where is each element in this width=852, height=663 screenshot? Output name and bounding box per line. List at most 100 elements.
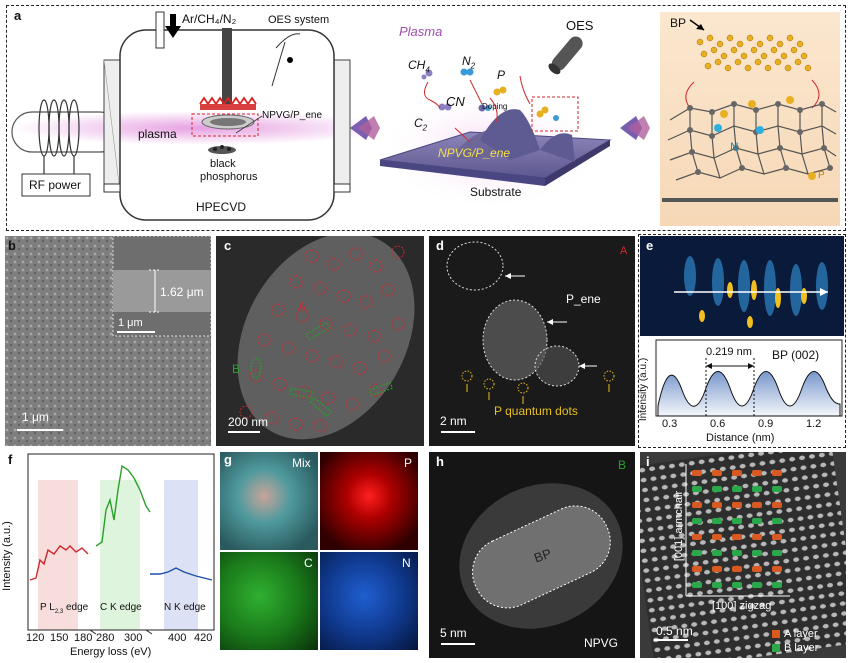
f-xtick-2: 150 — [50, 632, 69, 644]
e-xtick-2: 0.6 — [710, 418, 726, 430]
bp002-label: BP (002) — [772, 348, 820, 362]
eds-p-map — [320, 452, 418, 550]
f-xtick-1: 120 — [26, 632, 45, 644]
inset-scale: 1 μm — [118, 317, 143, 329]
panel-i-haadf — [640, 452, 846, 658]
oes-label: OES — [566, 18, 594, 33]
n-edge-label: N K edge — [164, 602, 206, 613]
panel-label-d: d — [436, 238, 444, 253]
scale-b: 1 μm — [22, 410, 49, 424]
eds-n-map — [320, 552, 418, 650]
intensity-profile — [655, 339, 843, 417]
e-xtick-3: 0.9 — [758, 418, 774, 430]
black-phosphorus-label-1: black — [210, 158, 236, 170]
rf-power-box — [21, 173, 91, 197]
c-label-a: A — [298, 300, 307, 314]
oes-system-label: OES system — [268, 14, 330, 26]
stem-overlay — [228, 236, 415, 440]
mid-plasma-label: Plasma — [399, 24, 443, 39]
plasma-glow — [10, 111, 390, 145]
panel-label-b: b — [8, 238, 16, 253]
panel-label-f: f — [8, 452, 13, 467]
scale-c: 200 nm — [228, 415, 269, 429]
p-edge-tail: edge — [63, 602, 89, 613]
reactor-schematic — [10, 11, 840, 226]
h-label-b: B — [618, 458, 627, 472]
g-mix-label: Mix — [292, 456, 311, 470]
c-edge-label: C K edge — [100, 602, 142, 613]
panel-label-h: h — [436, 454, 444, 469]
zigzag-label: [100] zigzag — [712, 600, 772, 612]
g-n-label: N — [402, 556, 411, 570]
e-xtick-4: 1.2 — [806, 418, 822, 430]
graphene-layer — [667, 103, 837, 181]
inset-thickness: 1.62 μm — [160, 285, 204, 299]
bp-label: BP — [670, 16, 687, 30]
spacing-label: 0.219 nm — [706, 346, 752, 358]
e-ylabel: Intensity (a.u.) — [638, 357, 650, 422]
n2-label: N2 — [462, 54, 475, 70]
bp-flake-overlay — [441, 483, 623, 645]
sample-label: NPVG/P_ene — [262, 110, 323, 121]
rf-power-label: RF power — [29, 178, 82, 192]
f-xtick-7: 420 — [194, 632, 213, 644]
panel-label-a: a — [14, 8, 22, 23]
d-label-a: A — [620, 245, 628, 257]
eds-c-map — [220, 552, 318, 650]
panel-label-g: g — [224, 452, 232, 467]
f-xtick-3: 180 — [74, 632, 93, 644]
panel-a — [6, 5, 846, 231]
plasma-label: plasma — [138, 127, 177, 141]
p-ene-label: P_ene — [566, 292, 601, 306]
panel-b-sem — [5, 236, 211, 446]
p-atom-label: P — [818, 170, 825, 181]
oes-probe — [548, 36, 583, 75]
qd-label: P quantum dots — [494, 404, 578, 418]
panel-c-stem — [216, 236, 424, 446]
sem-texture — [5, 236, 211, 446]
npvg-h-label: NPVG — [584, 636, 619, 650]
n-atom-label: N — [730, 140, 739, 154]
n2-sub: 2 — [470, 61, 476, 71]
lattice-overlay — [640, 452, 846, 658]
gas-label: Ar/CH₄/N₂ — [182, 12, 237, 26]
panel-d-hrtem — [429, 236, 635, 446]
p-edge-text: P L — [40, 602, 55, 613]
scale-i: 0.5 nm — [656, 624, 693, 638]
e-xlabel: Distance (nm) — [706, 432, 775, 444]
f-xtick-5: 300 — [124, 632, 143, 644]
panel-label-e: e — [646, 238, 654, 253]
ch4-sub: 4 — [425, 65, 430, 75]
armchair-label: [001] armchair — [673, 490, 686, 562]
e-xtick-1: 0.3 — [662, 418, 678, 430]
b-layer-label: B layer — [784, 642, 819, 654]
bp-on-graphene-panel — [660, 12, 840, 226]
panel-e-map — [640, 236, 844, 336]
doping-label: Doping — [482, 102, 508, 111]
n2-text: N — [462, 54, 471, 68]
scale-h: 5 nm — [440, 626, 467, 640]
fft-map — [674, 256, 828, 328]
black-phosphorus-label-2: phosphorus — [200, 171, 258, 183]
c2-text: C — [414, 116, 423, 130]
rf-coil — [38, 99, 80, 176]
reactor-label: HPECVD — [196, 200, 247, 214]
f-xlabel: Energy loss (eV) — [70, 646, 152, 658]
panel-label-c: c — [224, 238, 232, 253]
c2-label: C2 — [414, 116, 427, 132]
g-c-label: C — [304, 556, 313, 570]
g-p-label: P — [404, 456, 413, 470]
ch4-text: CH — [408, 58, 426, 72]
c-label-b: B — [232, 362, 241, 376]
bp-layer — [696, 34, 812, 72]
hrtem-overlay — [441, 241, 615, 433]
f-ylabel: Intensity (a.u.) — [0, 521, 13, 591]
eels-spectrum — [27, 453, 215, 635]
p-edge-label: P L2,3 edge — [40, 602, 88, 615]
p-edge-sub: 2,3 — [54, 609, 64, 615]
p-species-label: P — [497, 68, 506, 82]
ch4-label: CH4 — [408, 58, 430, 74]
f-xtick-4: 280 — [96, 632, 115, 644]
a-layer-label: A layer — [784, 628, 818, 640]
panel-label-i: i — [646, 454, 650, 469]
